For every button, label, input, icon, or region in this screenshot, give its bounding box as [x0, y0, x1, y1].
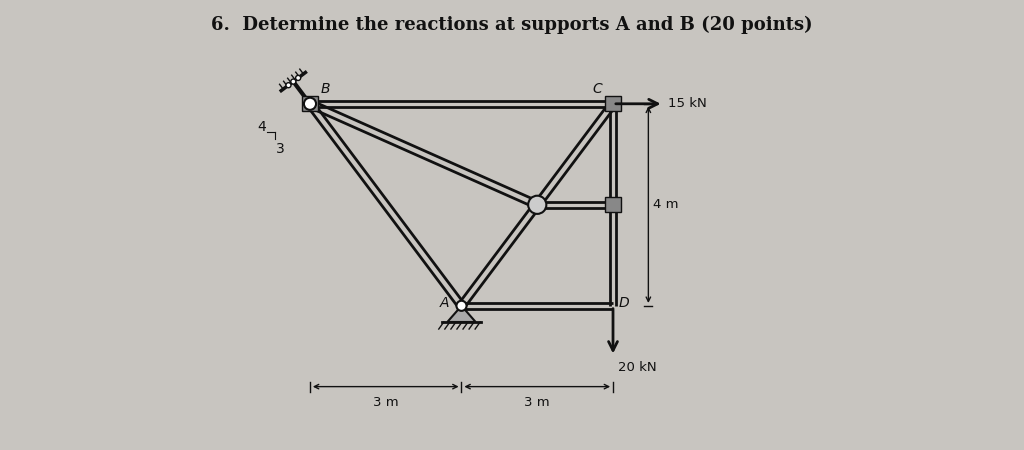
Circle shape: [304, 98, 316, 110]
Text: A: A: [439, 296, 449, 310]
Text: 20 kN: 20 kN: [618, 361, 656, 374]
Polygon shape: [605, 197, 621, 212]
Text: 4 m: 4 m: [653, 198, 679, 211]
Polygon shape: [447, 306, 475, 322]
Circle shape: [296, 76, 301, 81]
Polygon shape: [605, 96, 621, 111]
Text: 6.  Determine the reactions at supports A and B (20 points): 6. Determine the reactions at supports A…: [211, 16, 813, 34]
Text: 3 m: 3 m: [524, 396, 550, 409]
Text: 3 m: 3 m: [373, 396, 398, 409]
Text: D: D: [620, 296, 630, 310]
Circle shape: [286, 83, 291, 88]
Polygon shape: [302, 96, 317, 111]
Text: C: C: [592, 82, 602, 96]
Text: B: B: [322, 82, 331, 96]
Text: 3: 3: [276, 142, 285, 156]
Circle shape: [457, 301, 467, 311]
Text: 4: 4: [258, 120, 266, 134]
Text: 15 kN: 15 kN: [668, 97, 707, 110]
Circle shape: [291, 79, 296, 84]
Circle shape: [528, 196, 547, 214]
